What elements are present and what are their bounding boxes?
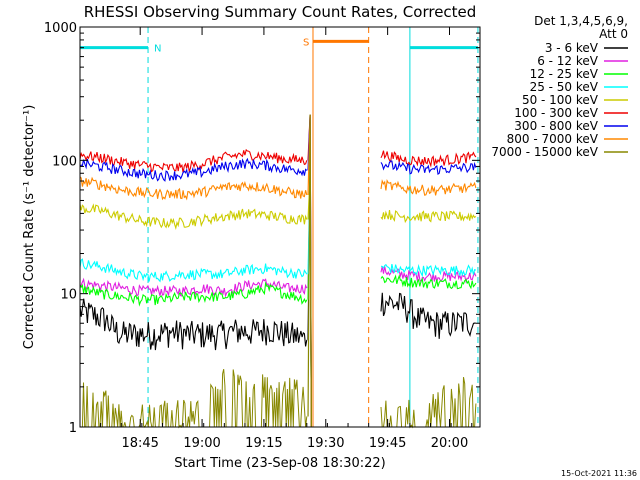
series-5-segment-0 xyxy=(79,148,308,174)
interval-label-0: N xyxy=(154,44,161,55)
axes: 18:45 19:00 19:15 19:30 19:45 20:00 1 10 100 1000 xyxy=(44,21,480,451)
series-4-segment-1 xyxy=(380,210,477,224)
legend-label-5: 100 - 300 keV xyxy=(514,106,598,120)
y-axis-label: Corrected Count Rate (s⁻¹ detector⁻¹) xyxy=(22,105,37,350)
legend-header-line-2: Att 0 xyxy=(599,27,628,41)
legend-label-7: 800 - 7000 keV xyxy=(507,132,599,146)
series-6-segment-1 xyxy=(380,160,477,176)
x-tick-label-4: 19:45 xyxy=(369,436,406,451)
legend-label-8: 7000 - 15000 keV xyxy=(491,145,598,159)
spike-series-8 xyxy=(307,114,312,428)
legend-label-0: 3 - 6 keV xyxy=(545,41,599,55)
chart-title: RHESSI Observing Summary Count Rates, Co… xyxy=(84,3,477,21)
legend-label-2: 12 - 25 keV xyxy=(530,67,599,81)
series-0-segment-0 xyxy=(79,298,308,351)
series-6-segment-0 xyxy=(79,157,308,182)
legend-label-4: 50 - 100 keV xyxy=(522,93,599,107)
series-5-segment-1 xyxy=(380,150,477,168)
series-2-segment-1 xyxy=(380,274,477,290)
footer-timestamp: 15-Oct-2021 11:36 xyxy=(561,469,637,478)
plot-area: NS xyxy=(79,27,479,429)
x-tick-label-2: 19:15 xyxy=(245,436,282,451)
x-tick-label-3: 19:30 xyxy=(307,436,344,451)
x-tick-label-5: 20:00 xyxy=(431,436,468,451)
x-axis-label: Start Time (23-Sep-08 18:30:22) xyxy=(174,456,385,471)
plot-frame xyxy=(79,26,481,428)
legend-label-6: 300 - 800 keV xyxy=(514,119,598,133)
series-4-segment-0 xyxy=(79,203,308,230)
series-3-segment-0 xyxy=(79,258,308,283)
x-tick-label-0: 18:45 xyxy=(121,436,158,451)
legend-label-1: 6 - 12 keV xyxy=(537,54,599,68)
x-tick-label-1: 19:00 xyxy=(183,436,220,451)
series-3-segment-1 xyxy=(380,263,477,278)
y-tick-label-1: 10 xyxy=(60,288,77,303)
series-1-segment-0 xyxy=(79,277,308,298)
y-tick-label-2: 100 xyxy=(52,154,77,169)
series-0-segment-1 xyxy=(380,292,476,339)
y-tick-label-3: 1000 xyxy=(44,21,77,36)
interval-label-2: S xyxy=(303,37,309,48)
series-7-segment-0 xyxy=(79,176,308,201)
series-7-segment-1 xyxy=(380,178,477,196)
series-2-segment-0 xyxy=(79,281,308,307)
legend-label-3: 25 - 50 keV xyxy=(530,80,599,94)
series-8-segment-0 xyxy=(80,368,308,429)
y-tick-label-0: 1 xyxy=(69,421,77,436)
series-8-segment-1 xyxy=(380,377,477,429)
legend-header-line-1: Det 1,3,4,5,6,9, xyxy=(534,14,628,28)
